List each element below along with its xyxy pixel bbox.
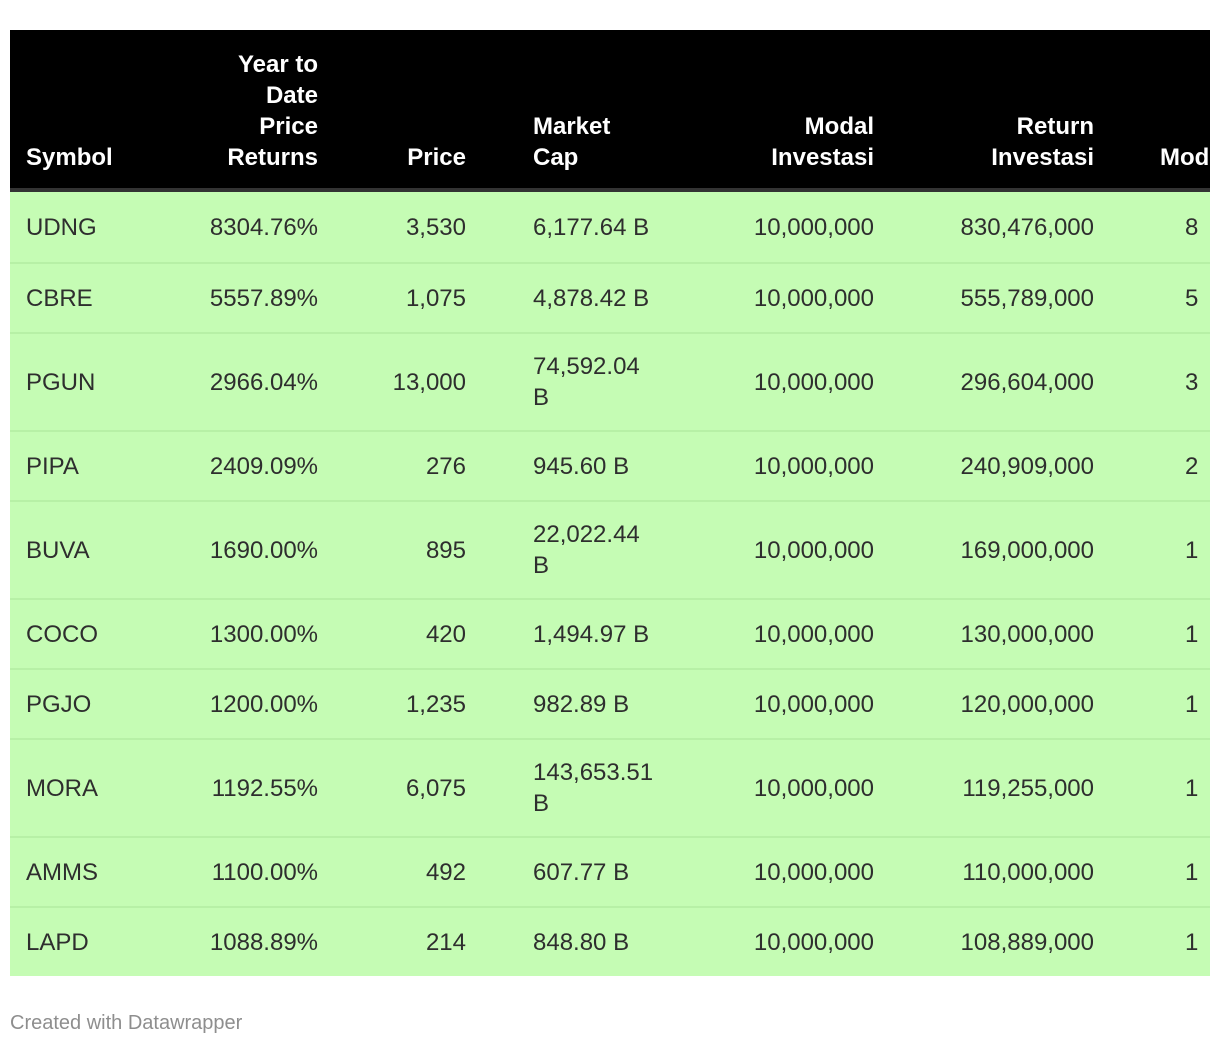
cell-price: 1,235 [320, 668, 468, 738]
cell-ytd-price-returns: 1690.00% [175, 500, 320, 598]
cell-return-investasi: 119,255,000 [876, 738, 1096, 836]
table-row: PIPA 2409.09% 276 945.60 B 10,000,000 240,909… [10, 430, 1210, 500]
cell-ytd-price-returns: 1300.00% [175, 598, 320, 668]
cell-modal-investasi: 10,000,000 [664, 262, 876, 332]
cell-symbol: COCO [10, 598, 175, 668]
column-header-modal-investasi: Modal Investasi [664, 30, 876, 192]
table-header-row: Symbol Year to Date Price Returns Price Mar… [10, 30, 1210, 192]
table-row: MORA 1192.55% 6,075 143,653.51 B 10,000,000 1… [10, 738, 1210, 836]
column-header-return-investasi: Return Investasi [876, 30, 1096, 192]
cell-market-cap: 945.60 B [468, 430, 664, 500]
cell-ytd-price-returns: 1100.00% [175, 836, 320, 906]
column-header-price: Price [320, 30, 468, 192]
cell-return-investasi: 296,604,000 [876, 332, 1096, 430]
cell-symbol: BUVA [10, 500, 175, 598]
cell-modal-investasi: 10,000,000 [664, 332, 876, 430]
cell-modal-investasi: 10,000,000 [664, 668, 876, 738]
cell-ytd-price-returns: 1088.89% [175, 906, 320, 976]
cell-ytd-price-returns: 2409.09% [175, 430, 320, 500]
cell-modal-clipped: 5 [1096, 262, 1210, 332]
cell-market-cap: 848.80 B [468, 906, 664, 976]
cell-ytd-price-returns: 5557.89% [175, 262, 320, 332]
cell-market-cap: 982.89 B [468, 668, 664, 738]
cell-return-investasi: 830,476,000 [876, 192, 1096, 262]
cell-market-cap: 4,878.42 B [468, 262, 664, 332]
cell-modal-clipped: 1 [1096, 598, 1210, 668]
table-row: AMMS 1100.00% 492 607.77 B 10,000,000 110,000… [10, 836, 1210, 906]
cell-modal-clipped: 8 [1096, 192, 1210, 262]
cell-modal-investasi: 10,000,000 [664, 500, 876, 598]
cell-market-cap: 6,177.64 B [468, 192, 664, 262]
cell-market-cap: 143,653.51 B [468, 738, 664, 836]
table-row: PGUN 2966.04% 13,000 74,592.04 B 10,000,000 2… [10, 332, 1210, 430]
cell-price: 895 [320, 500, 468, 598]
cell-market-cap: 22,022.44 B [468, 500, 664, 598]
cell-modal-investasi: 10,000,000 [664, 598, 876, 668]
cell-modal-investasi: 10,000,000 [664, 430, 876, 500]
table-row: COCO 1300.00% 420 1,494.97 B 10,000,000 130,0… [10, 598, 1210, 668]
cell-symbol: CBRE [10, 262, 175, 332]
cell-symbol: LAPD [10, 906, 175, 976]
cell-market-cap: 74,592.04 B [468, 332, 664, 430]
table-row: BUVA 1690.00% 895 22,022.44 B 10,000,000 169,… [10, 500, 1210, 598]
cell-symbol: PGUN [10, 332, 175, 430]
cell-return-investasi: 240,909,000 [876, 430, 1096, 500]
column-header-symbol: Symbol [10, 30, 175, 192]
cell-ytd-price-returns: 2966.04% [175, 332, 320, 430]
cell-modal-clipped: 2 [1096, 430, 1210, 500]
cell-modal-investasi: 10,000,000 [664, 738, 876, 836]
cell-market-cap: 1,494.97 B [468, 598, 664, 668]
cell-symbol: MORA [10, 738, 175, 836]
cell-symbol: PIPA [10, 430, 175, 500]
cell-price: 420 [320, 598, 468, 668]
column-header-ytd-price-returns: Year to Date Price Returns [175, 30, 320, 192]
cell-modal-investasi: 10,000,000 [664, 836, 876, 906]
cell-symbol: AMMS [10, 836, 175, 906]
cell-modal-investasi: 10,000,000 [664, 192, 876, 262]
cell-price: 1,075 [320, 262, 468, 332]
table-body: UDNG 8304.76% 3,530 6,177.64 B 10,000,000 830… [10, 192, 1210, 976]
cell-return-investasi: 130,000,000 [876, 598, 1096, 668]
cell-modal-investasi: 10,000,000 [664, 906, 876, 976]
table-row: UDNG 8304.76% 3,530 6,177.64 B 10,000,000 830… [10, 192, 1210, 262]
cell-symbol: PGJO [10, 668, 175, 738]
datawrapper-attribution-link[interactable]: Created with Datawrapper [10, 1012, 243, 1034]
cell-price: 492 [320, 836, 468, 906]
column-header-modal-clipped: Mod [1096, 30, 1210, 192]
cell-ytd-price-returns: 1192.55% [175, 738, 320, 836]
cell-modal-clipped: 3 [1096, 332, 1210, 430]
table-row: PGJO 1200.00% 1,235 982.89 B 10,000,000 120,0… [10, 668, 1210, 738]
table-row: CBRE 5557.89% 1,075 4,878.42 B 10,000,000 555… [10, 262, 1210, 332]
cell-modal-clipped: 1 [1096, 906, 1210, 976]
cell-return-investasi: 108,889,000 [876, 906, 1096, 976]
stock-returns-table: Symbol Year to Date Price Returns Price Mar… [10, 30, 1210, 980]
table-row: LAPD 1088.89% 214 848.80 B 10,000,000 108,889… [10, 906, 1210, 976]
cell-return-investasi: 555,789,000 [876, 262, 1096, 332]
cell-price: 276 [320, 430, 468, 500]
cell-modal-clipped: 1 [1096, 668, 1210, 738]
cell-modal-clipped: 1 [1096, 500, 1210, 598]
cell-modal-clipped: 1 [1096, 836, 1210, 906]
cell-return-investasi: 110,000,000 [876, 836, 1096, 906]
cell-return-investasi: 120,000,000 [876, 668, 1096, 738]
cell-ytd-price-returns: 8304.76% [175, 192, 320, 262]
cell-price: 13,000 [320, 332, 468, 430]
cell-modal-clipped: 1 [1096, 738, 1210, 836]
cell-symbol: UDNG [10, 192, 175, 262]
cell-price: 3,530 [320, 192, 468, 262]
cell-price: 6,075 [320, 738, 468, 836]
cell-return-investasi: 169,000,000 [876, 500, 1096, 598]
cell-price: 214 [320, 906, 468, 976]
cell-market-cap: 607.77 B [468, 836, 664, 906]
column-header-market-cap: Market Cap [468, 30, 664, 192]
cell-ytd-price-returns: 1200.00% [175, 668, 320, 738]
data-table: Symbol Year to Date Price Returns Price Mar… [10, 30, 1210, 976]
